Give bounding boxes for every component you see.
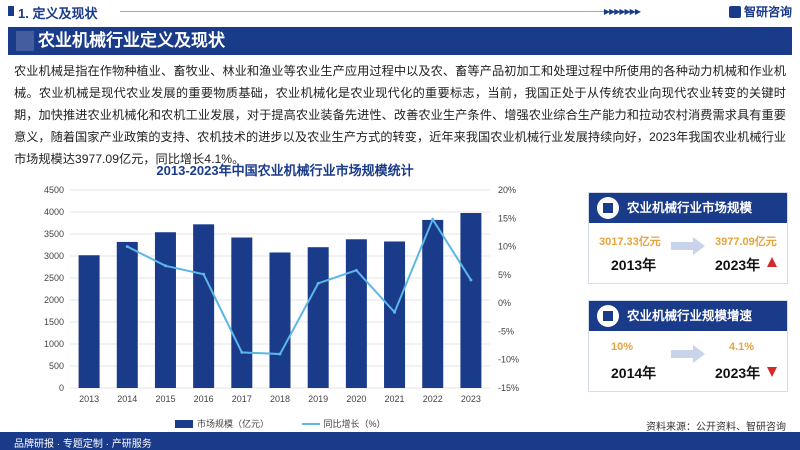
- market-size-chart: 0 500 1000 1500 2000 2500 3000 3500 4000 4500 -15%…: [44, 185, 519, 404]
- arrow-right-icon: [671, 237, 705, 255]
- growth-point: [431, 217, 435, 221]
- y-right-tick-label: 20%: [498, 185, 516, 195]
- x-tick-label: 2015: [155, 394, 175, 404]
- growth-point: [240, 350, 244, 354]
- growth-point: [163, 264, 167, 268]
- legend-bar-label: 市场规模（亿元）: [197, 419, 270, 429]
- section-label: 1. 定义及现状: [18, 6, 98, 21]
- y-left-tick-label: 3000: [44, 251, 64, 261]
- y-left-tick-label: 3500: [44, 229, 64, 239]
- x-tick-label: 2021: [385, 394, 405, 404]
- growth-series-line: [126, 217, 472, 356]
- x-tick-label: 2020: [346, 394, 366, 404]
- card-header: 农业机械行业规模增速: [589, 301, 787, 331]
- card-value-end: 3977.09亿元: [715, 236, 777, 248]
- chart-title: 2013-2023年中国农业机械行业市场规模统计: [156, 163, 414, 178]
- y-left-tick-label: 4500: [44, 185, 64, 195]
- bar: [307, 247, 329, 388]
- brand-logo-icon: [728, 6, 741, 18]
- x-tick-label: 2016: [194, 394, 214, 404]
- y-right-tick-label: -5%: [498, 326, 514, 336]
- y-right-tick-label: -10%: [498, 355, 519, 365]
- page-title-bar: 农业机械行业定义及现状: [8, 27, 792, 55]
- page-title: 农业机械行业定义及现状: [38, 31, 225, 50]
- bar: [269, 252, 291, 388]
- growth-point: [354, 268, 358, 272]
- card-value-start: 10%: [611, 341, 634, 353]
- chart-icon: [597, 305, 619, 327]
- card-year-start: 2013年: [611, 257, 657, 273]
- y-left-tick-label: 500: [49, 361, 64, 371]
- footer-bar: 品牌研报 · 专题定制 · 产研服务: [0, 432, 800, 450]
- chart-bars: [78, 213, 482, 388]
- growth-point: [469, 278, 473, 282]
- growth-point: [125, 245, 129, 249]
- y-right-tick-label: 0%: [498, 298, 511, 308]
- y-left-tick-label: 2500: [44, 273, 64, 283]
- bar: [78, 255, 100, 388]
- intro-paragraph: 农业机械是指在作物种植业、畜牧业、林业和渔业等农业生产应用过程中以及农、畜等产品…: [14, 64, 786, 166]
- footer-links[interactable]: 品牌研报 · 专题定制 · 产研服务: [14, 439, 152, 450]
- card-year-start: 2014年: [611, 365, 657, 381]
- data-source: 资料来源：公开资料、智研咨询: [646, 422, 786, 433]
- growth-point: [278, 352, 282, 356]
- title-decoration: [16, 31, 34, 51]
- y-right-tick-label: 5%: [498, 270, 511, 280]
- bar: [154, 232, 176, 388]
- legend-bar-swatch: [175, 420, 193, 428]
- x-tick-label: 2022: [423, 394, 443, 404]
- growth-point: [316, 281, 320, 285]
- bar: [116, 241, 138, 388]
- growth-point: [202, 272, 206, 276]
- card-year-end: 2023年: [715, 365, 761, 381]
- y-left-tick-label: 4000: [44, 207, 64, 217]
- chart-legend: 市场规模（亿元） 同比增长（%）: [175, 417, 386, 430]
- brand-name: 智研咨询: [743, 5, 792, 19]
- bar: [193, 224, 215, 388]
- bar: [345, 239, 367, 388]
- y-left-tick-label: 0: [59, 383, 64, 393]
- x-tick-label: 2013: [79, 394, 99, 404]
- chart-ticks: 0 500 1000 1500 2000 2500 3000 3500 4000 4500 -15%…: [44, 185, 519, 404]
- x-tick-label: 2019: [308, 394, 328, 404]
- x-tick-label: 2017: [232, 394, 252, 404]
- trend-up-icon: [767, 257, 777, 267]
- y-left-tick-label: 1500: [44, 317, 64, 327]
- market-size-card: 农业机械行业市场规模 3017.33亿元 3977.09亿元 2013年 202…: [588, 192, 788, 284]
- card-value-start: 3017.33亿元: [599, 236, 661, 248]
- x-tick-label: 2023: [461, 394, 481, 404]
- chart-growth-line: [125, 217, 473, 356]
- brand-logo: 智研咨询: [728, 3, 792, 20]
- section-marker: [8, 6, 14, 16]
- growth-rate-card: 农业机械行业规模增速 10% 4.1% 2014年 2023年: [588, 300, 788, 392]
- top-bar: 1. 定义及现状 ▶▶▶▶▶▶▶ 智研咨询: [0, 0, 800, 22]
- card-value-end: 4.1%: [729, 341, 755, 353]
- header-rule: [120, 11, 632, 12]
- bar: [231, 237, 253, 388]
- arrow-right-icon: [671, 345, 705, 363]
- legend-line-label: 同比增长（%）: [323, 419, 386, 429]
- y-right-tick-label: -15%: [498, 383, 519, 393]
- bar: [422, 219, 444, 388]
- y-left-tick-label: 1000: [44, 339, 64, 349]
- card-year-end: 2023年: [715, 257, 761, 273]
- growth-point: [393, 310, 397, 314]
- x-tick-label: 2018: [270, 394, 290, 404]
- card-title: 农业机械行业市场规模: [627, 201, 753, 215]
- y-left-tick-label: 2000: [44, 295, 64, 305]
- y-right-tick-label: 15%: [498, 213, 516, 223]
- bar: [460, 213, 482, 388]
- y-right-tick-label: 10%: [498, 242, 516, 252]
- x-tick-label: 2014: [117, 394, 137, 404]
- card-title: 农业机械行业规模增速: [627, 309, 753, 323]
- legend-line-swatch: [301, 423, 320, 425]
- trend-down-icon: [767, 367, 777, 377]
- chart-icon: [597, 197, 619, 219]
- card-header: 农业机械行业市场规模: [589, 193, 787, 223]
- bar: [384, 241, 406, 388]
- header-dots-decoration: ▶▶▶▶▶▶▶: [603, 7, 641, 16]
